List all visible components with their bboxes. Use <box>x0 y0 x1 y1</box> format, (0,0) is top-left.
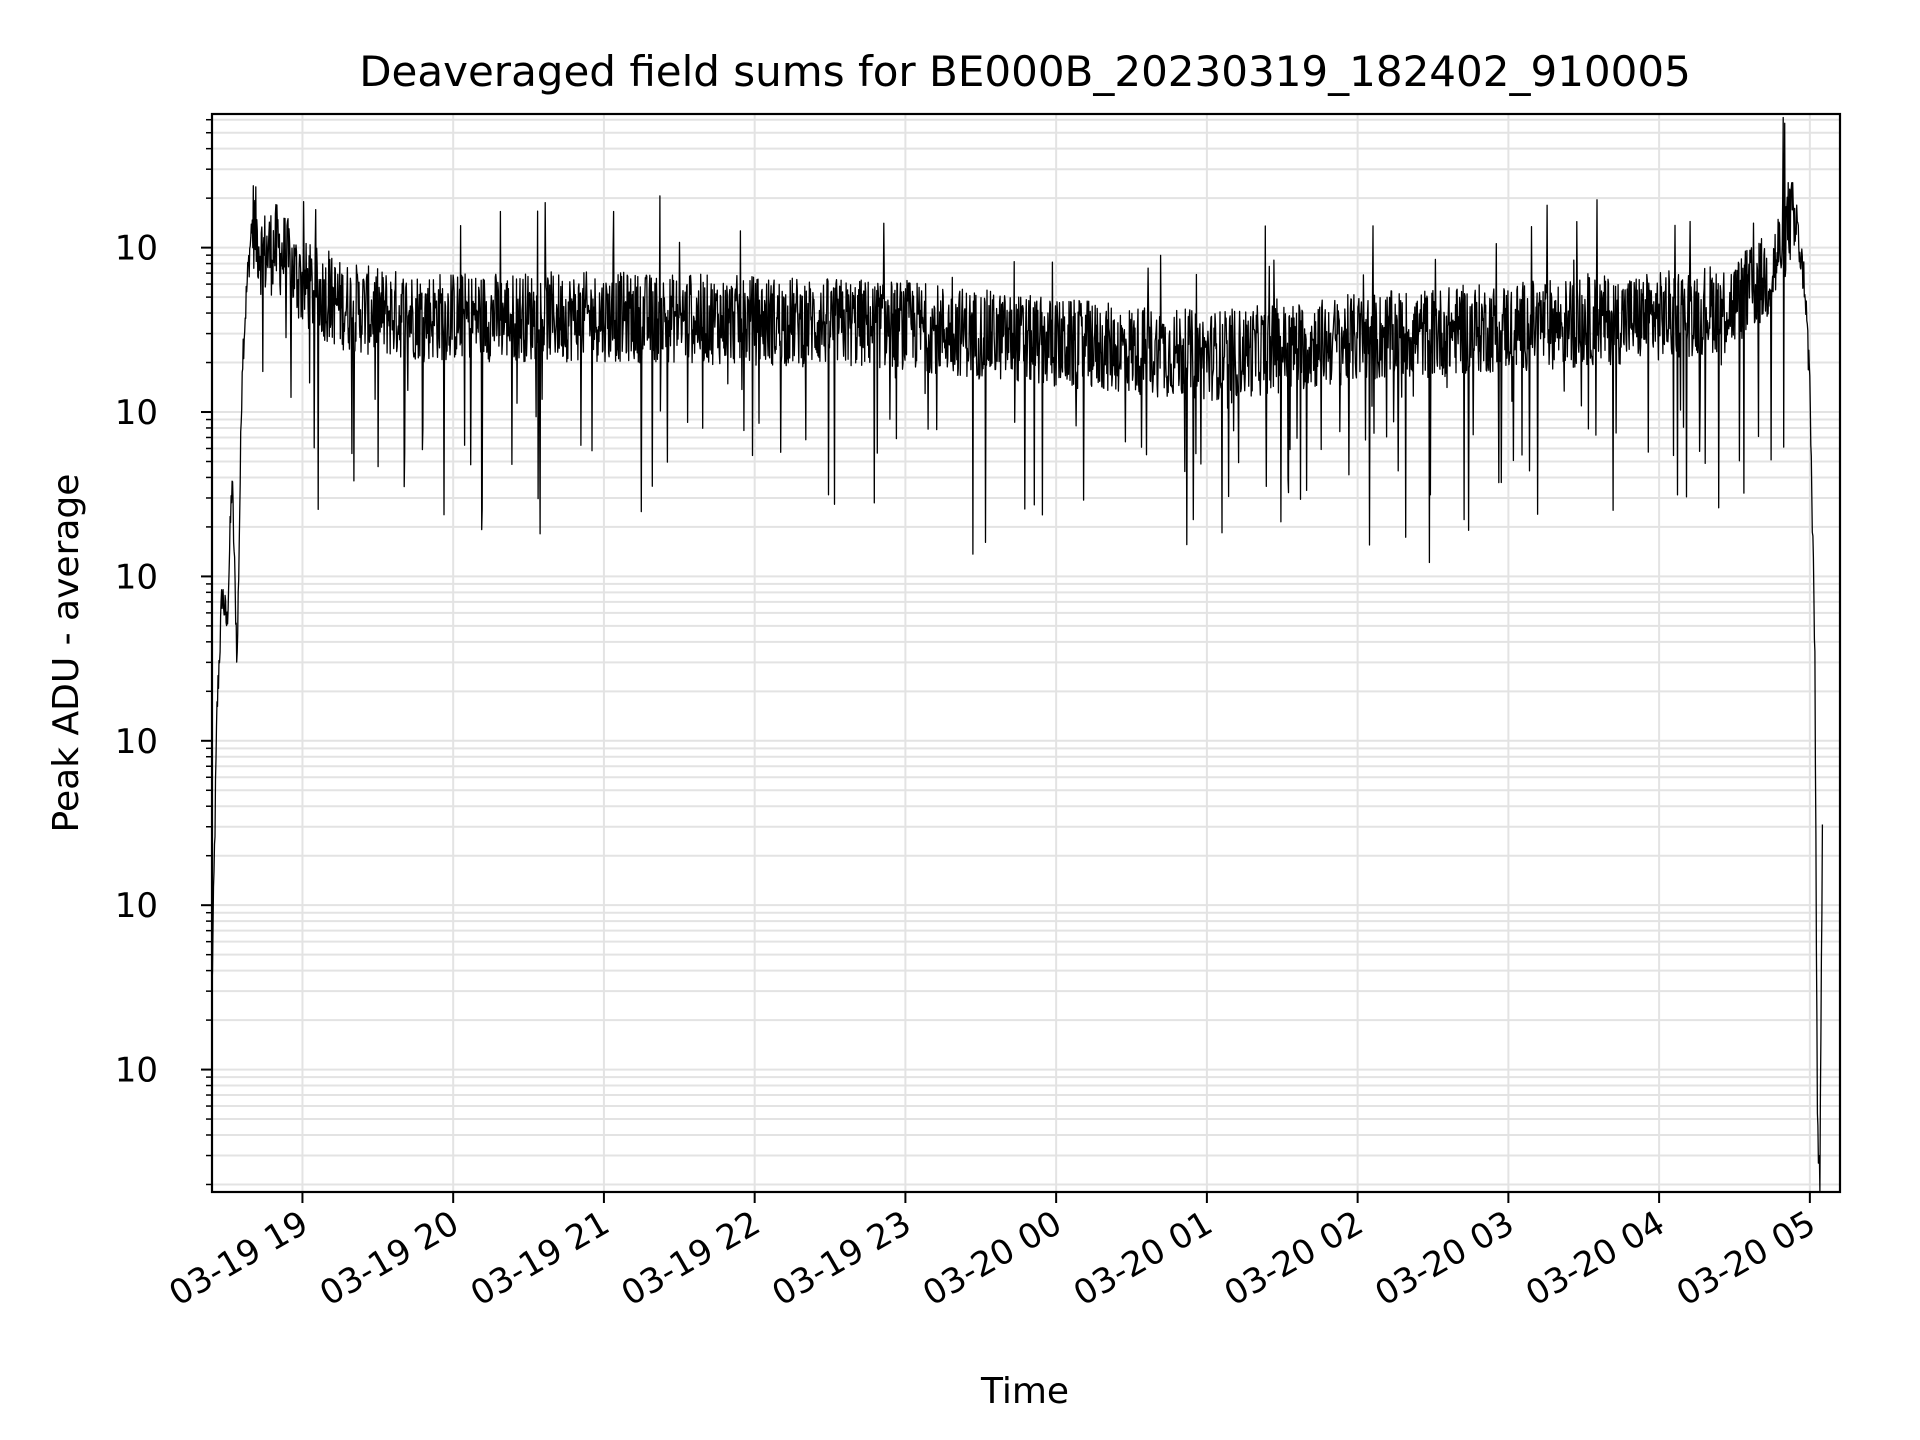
y-axis-label: Peak ADU - average <box>46 474 87 833</box>
chart-title: Deaveraged field sums for BE000B_2023031… <box>359 47 1691 96</box>
y-tick-label: 10 <box>115 393 158 433</box>
plot-frame <box>210 112 1842 1194</box>
plot-area <box>212 116 1824 1192</box>
x-axis-label: Time <box>980 1371 1069 1412</box>
y-tick-label: 10 <box>115 1051 158 1091</box>
y-tick-label: 10 <box>115 229 158 269</box>
y-tick-label: 10 <box>115 886 158 926</box>
y-tick-label: 10 <box>115 722 158 762</box>
y-axis: 101102103104105106 <box>115 118 212 1186</box>
y-tick-label: 10 <box>115 557 158 597</box>
series-line <box>212 116 1824 1192</box>
